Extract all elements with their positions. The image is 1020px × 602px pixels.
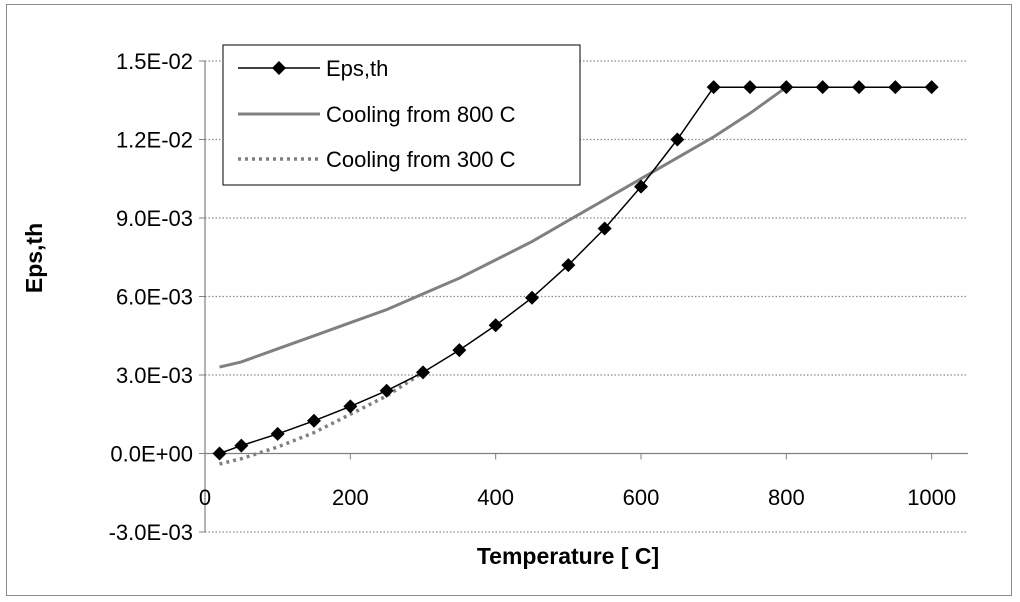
data-point-marker (634, 179, 648, 194)
y-tick-label: 9.0E-03 (116, 206, 193, 231)
legend: Eps,th Cooling from 800 C Cooling from 300… (222, 44, 581, 186)
x-tick-label: 0 (199, 485, 211, 510)
legend-label: Eps,th (326, 56, 388, 81)
y-tick-label: 0.0E+00 (110, 442, 193, 467)
data-point-marker (488, 318, 503, 333)
legend-marker (272, 61, 286, 75)
y-tick-label: 3.0E-03 (116, 363, 193, 388)
y-tick-label: 1.5E-02 (116, 49, 193, 74)
data-point-marker (525, 290, 539, 305)
data-point-marker (924, 80, 939, 95)
x-tick-label: 400 (477, 485, 514, 510)
y-axis-title: Eps,th (21, 223, 47, 293)
y-tick-label: 1.2E-02 (116, 128, 193, 153)
data-point-marker (379, 383, 394, 398)
series-line (219, 370, 424, 466)
legend-label: Cooling from 300 C (326, 147, 516, 172)
data-point-marker (416, 365, 430, 380)
series-line (219, 85, 788, 369)
data-point-marker (779, 80, 794, 95)
data-point-marker (561, 258, 576, 273)
x-tick-labels: 0 200 400 600 800 1000 (199, 485, 956, 510)
x-tick-label: 600 (623, 485, 660, 510)
data-point-marker (452, 343, 467, 358)
data-point-marker (670, 132, 685, 147)
legend-label: Cooling from 800 C (326, 102, 516, 127)
x-tick-label: 1000 (907, 485, 956, 510)
data-point-marker (743, 80, 757, 95)
data-point-marker (815, 80, 830, 95)
data-point-marker (234, 438, 249, 453)
data-point-marker (343, 399, 358, 414)
data-point-marker (212, 446, 227, 461)
x-tick-label: 200 (332, 485, 369, 510)
data-point-marker (597, 221, 612, 236)
data-point-marker (270, 426, 285, 441)
data-point-marker (706, 80, 721, 95)
data-point-marker (852, 80, 866, 95)
y-tick-label: 6.0E-03 (116, 285, 193, 310)
y-tick-label: -3.0E-03 (109, 520, 193, 545)
series-layer (212, 80, 939, 466)
data-point-marker (888, 80, 903, 95)
axes (199, 60, 968, 533)
y-tick-labels: -3.0E-03 0.0E+00 3.0E-03 6.0E-03 9.0E-03 1.2E… (109, 49, 193, 545)
data-point-marker (307, 413, 321, 428)
x-tick-label: 800 (768, 485, 805, 510)
x-axis-title: Temperature [ C] (477, 543, 659, 569)
